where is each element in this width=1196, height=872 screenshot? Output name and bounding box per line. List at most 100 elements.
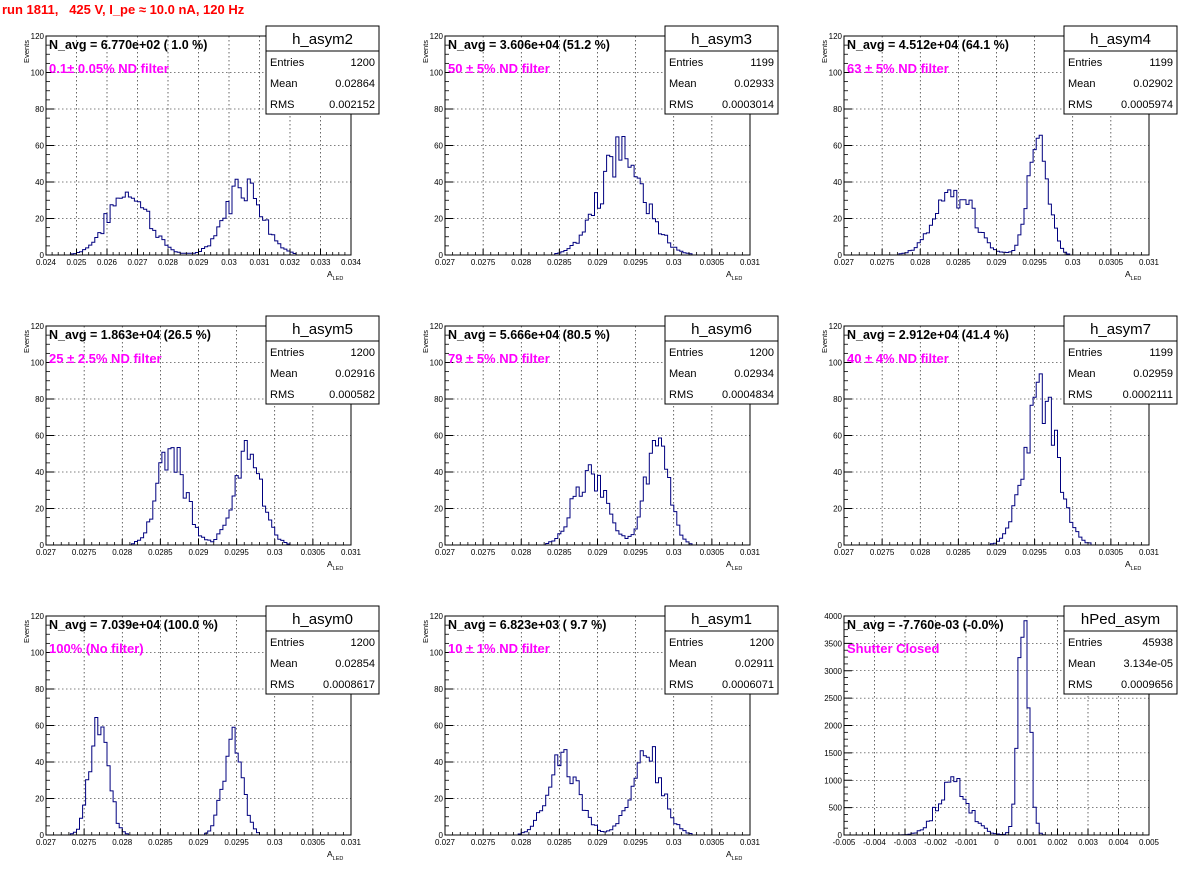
x-tick-label: 0.027	[435, 258, 456, 267]
x-tick-label: 0.027	[834, 548, 855, 557]
stats-title-box	[265, 315, 380, 342]
x-tick-label: 0.029	[986, 548, 1007, 557]
y-tick-label: 60	[35, 142, 44, 151]
x-tick-label: 0.03	[666, 548, 682, 557]
y-tick-label: 60	[35, 722, 44, 731]
x-tick-label: 0.0295	[224, 548, 249, 557]
stats-label: Entries	[669, 637, 704, 649]
filter-label: 40 ± 4% ND filter	[847, 351, 949, 366]
x-tick-label: 0.03	[666, 258, 682, 267]
x-tick-label: 0.027	[127, 258, 148, 267]
y-axis-title: Events	[22, 620, 31, 643]
y-axis-title: Events	[820, 40, 829, 63]
x-tick-label: 0.0275	[870, 548, 895, 557]
filter-label: 50 ± 5% ND filter	[448, 61, 550, 76]
filter-label: 100% (No filter)	[49, 641, 144, 656]
x-tick-label: 0.03	[221, 258, 237, 267]
x-tick-label: 0.031	[1139, 548, 1160, 557]
stats-value: 1200	[351, 347, 375, 359]
histogram-panel-h_asym0: 0.027 0.0275 0.028 0.0285 0.029 0.0295 0.03 0.0…	[22, 605, 380, 862]
y-tick-label: 0	[40, 541, 45, 550]
stats-label: RMS	[1068, 389, 1092, 401]
x-tick-label: 0.0295	[1022, 548, 1047, 557]
y-axis-title: Events	[421, 330, 430, 353]
x-tick-label: 0.0305	[1099, 548, 1124, 557]
stats-label: Mean	[1068, 78, 1096, 90]
x-tick-label: 0.028	[112, 838, 133, 847]
y-axis-title: Events	[22, 40, 31, 63]
stats-label: Entries	[1068, 347, 1103, 359]
x-tick-label: 0.034	[341, 258, 362, 267]
x-tick-label: 0.0285	[148, 838, 173, 847]
x-tick-label: 0.002	[1047, 838, 1068, 847]
x-tick-label: 0.028	[511, 258, 532, 267]
x-tick-label: 0.03	[1065, 258, 1081, 267]
y-tick-label: 3000	[824, 667, 842, 676]
stats-box	[265, 630, 380, 695]
stats-value: 3.134e-05	[1123, 658, 1173, 670]
histogram-panel-h_asym4: 0.027 0.0275 0.028 0.0285 0.029 0.0295 0.03 0.0…	[820, 25, 1178, 282]
x-tick-label: 0.0295	[224, 838, 249, 847]
y-tick-label: 100	[31, 69, 45, 78]
x-tick-label: 0.0295	[1022, 258, 1047, 267]
stats-label: Mean	[669, 78, 697, 90]
y-tick-label: 80	[434, 395, 443, 404]
x-tick-label: 0.029	[188, 548, 209, 557]
histogram-line	[46, 440, 351, 546]
x-tick-label: 0.0275	[870, 258, 895, 267]
x-tick-label: 0.0285	[946, 258, 971, 267]
y-axis-title: Events	[421, 620, 430, 643]
x-tick-label: 0.0285	[547, 258, 572, 267]
histogram-panel-h_asym5: 0.027 0.0275 0.028 0.0285 0.029 0.0295 0.03 0.0…	[22, 315, 380, 572]
y-tick-label: 2500	[824, 694, 842, 703]
x-tick-label: 0.03	[1065, 548, 1081, 557]
x-tick-label: 0.029	[188, 258, 209, 267]
stats-label: Mean	[270, 78, 298, 90]
y-tick-label: 120	[829, 32, 843, 41]
stats-label: Mean	[1068, 658, 1096, 670]
y-tick-label: 0	[40, 251, 45, 260]
x-tick-label: 0.03	[666, 838, 682, 847]
stats-box	[664, 340, 779, 405]
stats-value: 0.002152	[329, 99, 375, 111]
y-tick-label: 3500	[824, 639, 842, 648]
y-tick-label: 20	[35, 215, 44, 224]
x-tick-label: 0.026	[97, 258, 118, 267]
stats-value: 1199	[1149, 347, 1173, 359]
y-tick-label: 4000	[824, 612, 842, 621]
x-tick-label: 0.029	[587, 838, 608, 847]
y-tick-label: 40	[434, 178, 443, 187]
stats-value: 0.02911	[735, 658, 774, 670]
navg-label: N_avg = 7.039e+04 (100.0 %)	[49, 618, 218, 632]
y-tick-label: 100	[430, 649, 444, 658]
stats-value: 1200	[351, 57, 375, 69]
x-axis-title: ALED	[327, 269, 343, 282]
stats-value: 0.02959	[1133, 368, 1173, 380]
x-tick-label: 0.0305	[700, 548, 725, 557]
y-tick-label: 60	[434, 432, 443, 441]
stats-label: Entries	[270, 347, 305, 359]
y-tick-label: 80	[434, 105, 443, 114]
y-tick-label: 20	[35, 505, 44, 514]
x-tick-label: 0.0285	[547, 548, 572, 557]
x-tick-label: 0.027	[435, 548, 456, 557]
y-tick-label: 0	[439, 541, 444, 550]
y-tick-label: 120	[31, 612, 45, 621]
y-tick-label: 80	[833, 395, 842, 404]
x-tick-label: 0.0295	[623, 258, 648, 267]
stats-label: RMS	[1068, 99, 1092, 111]
x-tick-label: 0.0275	[72, 548, 97, 557]
x-tick-label: 0.027	[834, 258, 855, 267]
x-tick-label: 0.024	[36, 258, 57, 267]
y-tick-label: 120	[31, 32, 45, 41]
y-tick-label: 120	[829, 322, 843, 331]
x-axis-title: ALED	[1125, 269, 1141, 282]
stats-title: h_asym5	[292, 321, 353, 338]
x-tick-label: 0.028	[511, 838, 532, 847]
y-tick-label: 80	[833, 105, 842, 114]
y-tick-label: 100	[31, 649, 45, 658]
stats-label: Entries	[1068, 57, 1103, 69]
x-tick-label: 0.028	[511, 548, 532, 557]
stats-value: 0.0003014	[722, 99, 774, 111]
